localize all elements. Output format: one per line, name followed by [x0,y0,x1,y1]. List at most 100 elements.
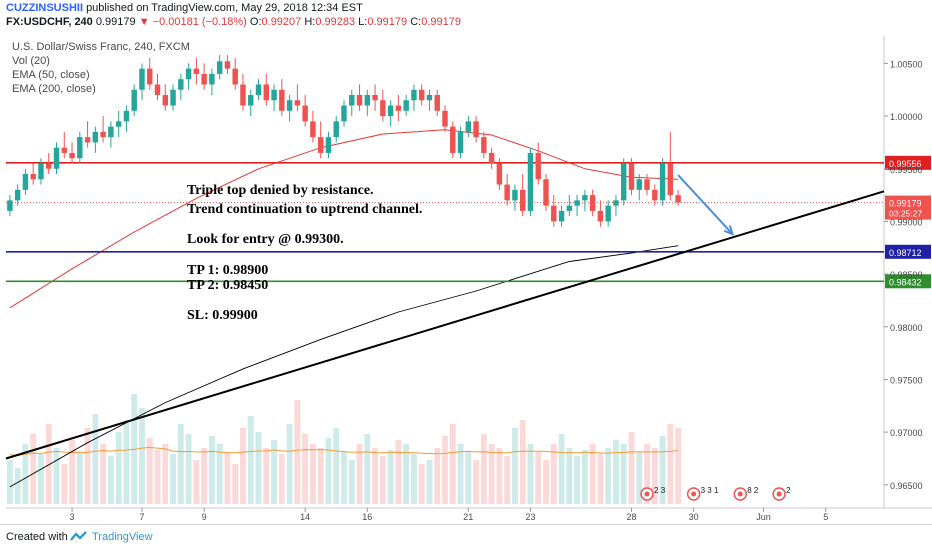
volume-bar [348,460,355,504]
candle-body [442,110,448,127]
candle [644,174,650,196]
candle-body [496,163,503,185]
candle [566,195,573,217]
candle-body [131,89,137,111]
volume-bar [457,444,464,504]
candle [224,54,231,74]
volume-bar [620,444,627,504]
volume-bar [154,450,161,504]
candle [372,84,378,111]
candle [46,152,52,175]
volume-bar [232,464,239,504]
candle-body [620,163,627,201]
candle [418,84,425,106]
candle-body [644,179,650,190]
tradingview-brand-link[interactable]: TradingView [92,531,153,543]
candle-body [659,163,666,201]
ohlc-line: FX:USDCHF, 240 0.99179 ▼ −0.00181 (−0.18… [6,16,461,28]
candle-body [364,95,371,106]
volume-bar [387,450,394,504]
close-value: 0.99179 [421,16,461,28]
candle [53,142,60,175]
candle [457,126,464,159]
candle [387,100,394,127]
candle [201,63,207,90]
event-dot-icon [691,491,697,497]
volume-bar [574,456,581,504]
time-axis[interactable]: 3 7 9 14 16 21 23 28 30 Jun 5 [70,508,829,522]
volume-bar [309,444,316,504]
volume-bar [240,428,246,504]
close-label: C: [410,16,422,28]
published-text: published on TradingView.com, May 29, 20… [86,2,363,14]
volume-bar [628,432,635,504]
low-value: 0.99179 [367,16,408,28]
level-label: 0.98712 [889,248,922,258]
volume-bar [659,436,666,504]
volume-bar [302,434,309,504]
candle-body [372,95,378,101]
event-marker: 2 3 [640,486,666,501]
candle [30,163,36,185]
volume-bar [193,460,200,504]
candle-body [209,73,215,85]
candle-body [317,137,324,153]
candle-body [636,179,642,190]
last-price-label: 0.99179 [889,199,922,209]
event-dot-icon [776,491,782,497]
volume-bar [224,452,231,504]
price-axis[interactable]: 1.00500 1.00000 0.99500 0.99000 0.98500 0.980… [884,59,923,491]
candle [7,195,13,217]
time-tick-label: 16 [362,512,372,522]
volume-bar [115,432,122,504]
username-link[interactable]: CUZZINSUSHII [6,2,83,14]
candle-body [162,95,169,106]
volume-bar [379,456,386,504]
volume-bar [675,428,682,504]
time-tick-label: 30 [689,512,699,522]
candle-body [30,174,36,180]
volume-bar [356,444,363,504]
volume-bar [535,452,542,504]
event-count: 8 2 [747,486,759,495]
candle [450,121,456,159]
tradingview-logo-icon[interactable] [70,530,87,544]
candle-body [434,95,440,111]
candle [512,184,518,211]
candle [527,147,534,217]
volume-bar [558,434,565,504]
candle [325,131,332,159]
candle-body [240,84,246,106]
last-price-text: 0.99179 [95,16,136,28]
time-tick-label: 7 [139,512,144,522]
candle-body [216,61,223,74]
candle-body [426,95,433,101]
candle-body [302,105,308,122]
volume-bar [162,444,169,504]
volume-bar [53,448,60,504]
candle [84,121,91,148]
candle-body [123,110,130,122]
header: CUZZINSUSHII published on TradingView.co… [0,0,932,30]
candle [77,131,83,164]
candle-body [519,189,526,211]
candle [333,116,339,143]
candle-body [558,210,565,222]
candle-body [551,205,557,222]
volume-bar [496,448,503,504]
candle [248,89,254,117]
candle [628,158,635,196]
candle-body [154,84,161,95]
candle-body [613,200,619,206]
candle [558,205,565,227]
price-tick-label: 1.00000 [890,112,923,122]
low-label: L: [358,16,368,28]
candle-body [574,200,580,206]
level-tag [885,274,931,289]
candle-body [380,100,386,117]
candle-body [310,121,316,138]
candle-body [411,89,417,101]
volume-bar [581,450,588,504]
